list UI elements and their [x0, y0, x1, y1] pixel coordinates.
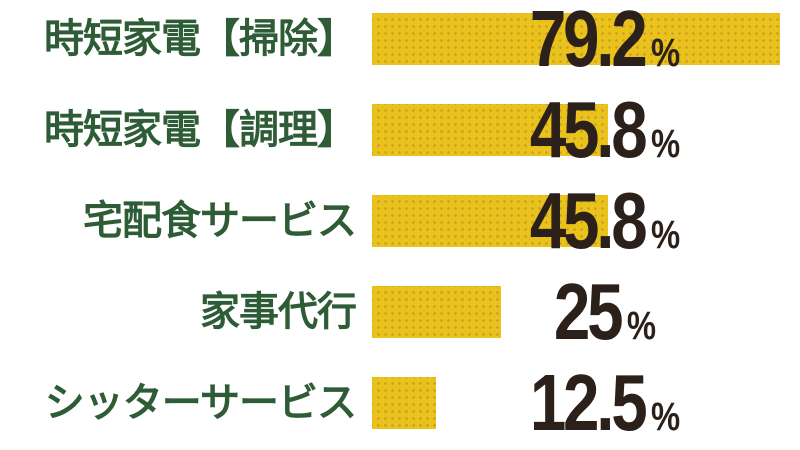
chart-row: 時短家電【調理】 45.8 % — [0, 84, 800, 175]
chart-row: シッターサービス 12.5 % — [0, 357, 800, 448]
bar-area: 25 % — [372, 266, 800, 357]
percent-sign: % — [650, 212, 681, 257]
chart-row: 時短家電【掃除】 79.2 % — [0, 0, 800, 84]
chart-row: 家事代行 25 % — [0, 266, 800, 357]
value-label: 12.5 % — [529, 357, 681, 447]
bar — [372, 285, 501, 338]
chart-row: 宅配食サービス 45.8 % — [0, 175, 800, 266]
bar — [372, 194, 608, 247]
bar-area: 45.8 % — [372, 175, 800, 266]
bar-area: 45.8 % — [372, 84, 800, 175]
bar-area: 12.5 % — [372, 357, 800, 448]
value-label: 45.8 % — [529, 175, 681, 265]
category-label: 宅配食サービス — [83, 198, 357, 243]
value-number: 79.2 — [529, 0, 648, 83]
value-label: 79.2 % — [530, 0, 680, 79]
percent-sign: % — [626, 303, 657, 348]
bar-area: 79.2 % — [372, 0, 800, 84]
category-label: 時短家電【調理】 — [44, 107, 357, 152]
category-label: 家事代行 — [200, 289, 357, 334]
bar — [372, 12, 780, 65]
value-number: 45.8 — [529, 84, 648, 174]
percent-sign: % — [650, 30, 681, 75]
value-number: 12.5 — [529, 357, 648, 447]
percent-sign: % — [650, 394, 681, 439]
value-label: 25 % — [553, 266, 657, 356]
bar — [372, 103, 608, 156]
value-label: 45.8 % — [529, 84, 681, 174]
category-label: 時短家電【掃除】 — [44, 16, 357, 61]
category-label: シッターサービス — [44, 380, 357, 425]
bar — [372, 376, 436, 429]
value-number: 45.8 — [529, 175, 648, 265]
value-number: 25 — [553, 266, 624, 356]
percent-sign: % — [650, 121, 681, 166]
